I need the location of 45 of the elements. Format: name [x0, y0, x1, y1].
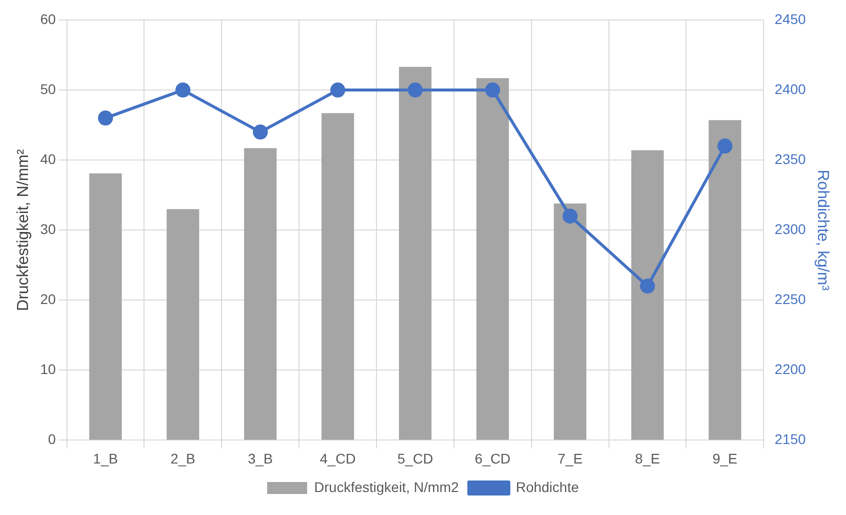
bar — [631, 150, 664, 440]
y2-tick-label: 2350 — [774, 150, 806, 167]
bar — [244, 148, 277, 440]
point — [408, 82, 423, 98]
point — [98, 110, 113, 126]
y-tick-label: 0 — [48, 431, 56, 448]
y-tick-label: 40 — [40, 150, 56, 167]
legend-label: Rohdichte — [516, 478, 580, 495]
x-tick-label: 1_B — [93, 450, 118, 466]
point — [175, 82, 190, 98]
bar — [708, 120, 742, 440]
x-tick-label: 8_E — [635, 450, 660, 466]
y-axis-title: Druckfestigkeit, N/mm² — [15, 148, 32, 311]
y-tick-label: 20 — [40, 290, 56, 307]
x-tick-label: 7_E — [558, 450, 583, 466]
bar — [89, 173, 122, 440]
legend-label: Druckfestigkeit, N/mm2 — [314, 478, 460, 495]
bar — [554, 203, 586, 440]
x-tick-label: 6_CD — [474, 450, 511, 466]
y2-tick-label: 2200 — [774, 361, 806, 378]
x-tick-label: 2_B — [170, 450, 196, 466]
x-tick-label: 9_E — [712, 450, 738, 466]
x-tick-label: 5_CD — [397, 450, 434, 466]
y2-tick-label: 2150 — [774, 431, 806, 448]
point — [717, 138, 732, 154]
y2-tick-label: 2450 — [774, 10, 806, 27]
x-tick-label: 3_B — [248, 450, 273, 466]
y-tick-label: 60 — [40, 10, 56, 27]
x-tick-label: 4_CD — [320, 450, 356, 466]
y-tick-label: 50 — [40, 80, 56, 97]
point — [330, 82, 346, 98]
y2-tick-label: 2400 — [774, 80, 806, 97]
y2-tick-label: 2250 — [774, 290, 806, 307]
y-tick-label: 10 — [40, 361, 56, 378]
point — [485, 82, 500, 98]
y2-axis-title: Rohdichte, kg/m³ — [814, 170, 831, 292]
point — [252, 124, 268, 140]
bar — [476, 78, 509, 440]
point — [640, 278, 656, 294]
y2-tick-label: 2300 — [774, 220, 806, 237]
bar — [322, 113, 354, 440]
point — [562, 208, 578, 224]
y-tick-label: 30 — [40, 220, 56, 237]
bar — [166, 209, 200, 440]
bar — [398, 66, 432, 440]
